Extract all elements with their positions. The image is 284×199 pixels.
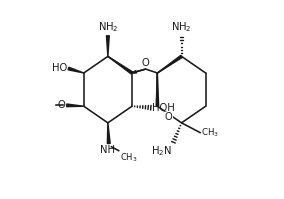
Text: HO: HO [52,63,67,73]
Polygon shape [157,55,182,73]
Polygon shape [106,36,109,56]
Text: O: O [142,58,149,68]
Polygon shape [107,123,110,143]
Text: O: O [165,112,172,122]
Polygon shape [132,71,136,73]
Text: NH$_2$: NH$_2$ [171,21,192,34]
Text: HOH: HOH [152,103,175,113]
Polygon shape [68,67,84,73]
Text: CH$_3$: CH$_3$ [120,152,137,164]
Text: NH: NH [100,145,115,155]
Text: H$_2$N: H$_2$N [151,144,172,158]
Polygon shape [108,56,133,74]
Polygon shape [156,73,159,106]
Text: CH$_3$: CH$_3$ [201,127,219,139]
Text: O: O [58,100,66,110]
Polygon shape [67,104,84,107]
Text: NH$_2$: NH$_2$ [98,20,118,34]
